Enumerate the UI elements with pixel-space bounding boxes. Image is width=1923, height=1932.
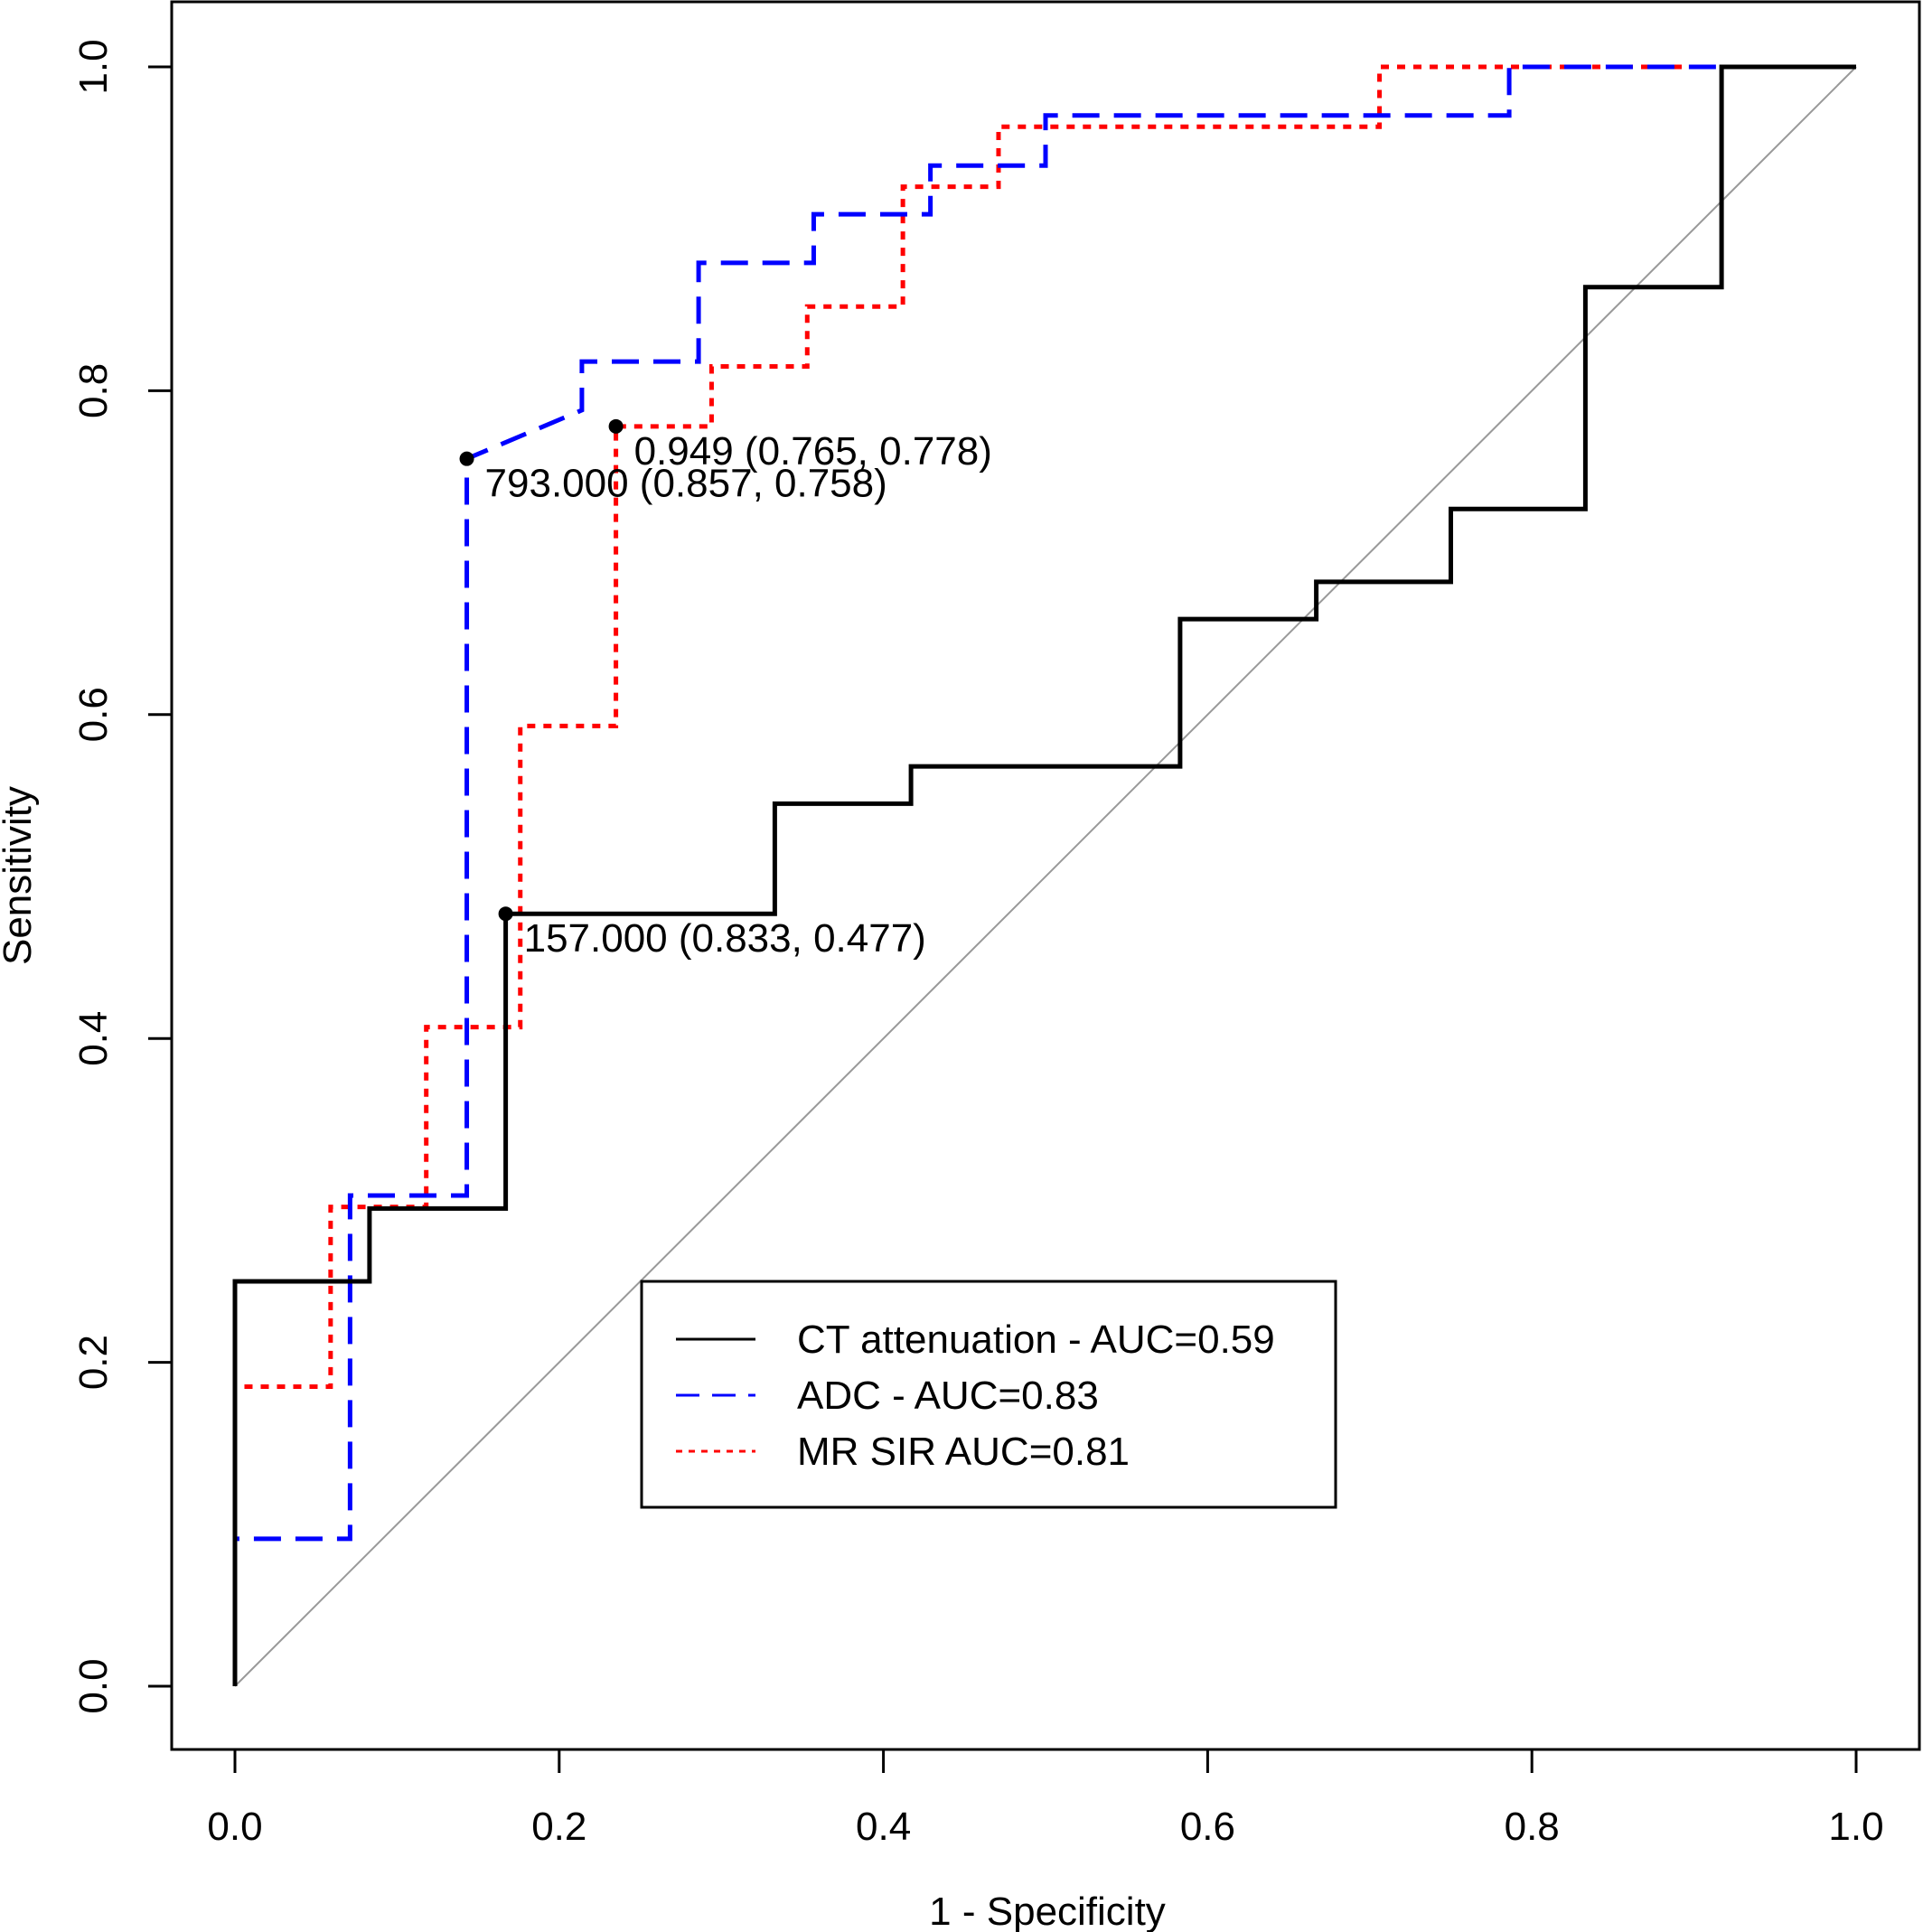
y-tick-label-0: 0.0 (71, 1658, 116, 1713)
x-axis: 0.0 0.2 0.4 0.6 0.8 1.0 (207, 1748, 1884, 1849)
series-line-1 (232, 64, 1856, 1686)
annotation-point-1 (459, 451, 474, 466)
legend: CT attenuation - AUC=0.59 ADC - AUC=0.83 M… (640, 1280, 1337, 1509)
series-line-0 (232, 64, 1856, 1686)
x-tick-label-0: 0.0 (207, 1805, 262, 1849)
legend-label-1: ADC - AUC=0.83 (797, 1374, 1099, 1418)
x-axis-title: 1 - Specificity (929, 1890, 1166, 1932)
legend-box (640, 1280, 1337, 1509)
series-line-2 (232, 64, 1856, 1686)
y-tick-label-1: 0.2 (71, 1335, 116, 1390)
annotation-point-2 (498, 906, 513, 922)
x-tick-label-2: 0.4 (856, 1805, 911, 1849)
legend-label-0: CT attenuation - AUC=0.59 (797, 1318, 1275, 1362)
y-tick-label-4: 0.8 (71, 363, 116, 418)
y-tick-label-2: 0.4 (71, 1011, 116, 1066)
y-axis: 0.0 0.2 0.4 0.6 0.8 1.0 (71, 39, 174, 1714)
y-tick-label-3: 0.6 (71, 687, 116, 742)
series-layer (232, 64, 1856, 1686)
x-tick-label-5: 1.0 (1828, 1805, 1883, 1849)
annotation-layer: 0.949 (0.765, 0.778)793.000 (0.857, 0.75… (459, 418, 992, 961)
annotation-label-2: 157.000 (0.833, 0.477) (524, 916, 926, 961)
annotation-label-0: 0.949 (0.765, 0.778) (634, 429, 992, 474)
x-tick-label-3: 0.6 (1180, 1805, 1235, 1849)
y-tick-label-5: 1.0 (71, 39, 116, 94)
legend-label-2: MR SIR AUC=0.81 (797, 1430, 1130, 1474)
y-axis-title: Sensitivity (0, 786, 40, 965)
annotation-point-0 (608, 418, 624, 434)
x-tick-label-4: 0.8 (1505, 1805, 1560, 1849)
x-tick-label-1: 0.2 (531, 1805, 586, 1849)
annotation-label-1: 793.000 (0.857, 0.758) (485, 462, 887, 506)
